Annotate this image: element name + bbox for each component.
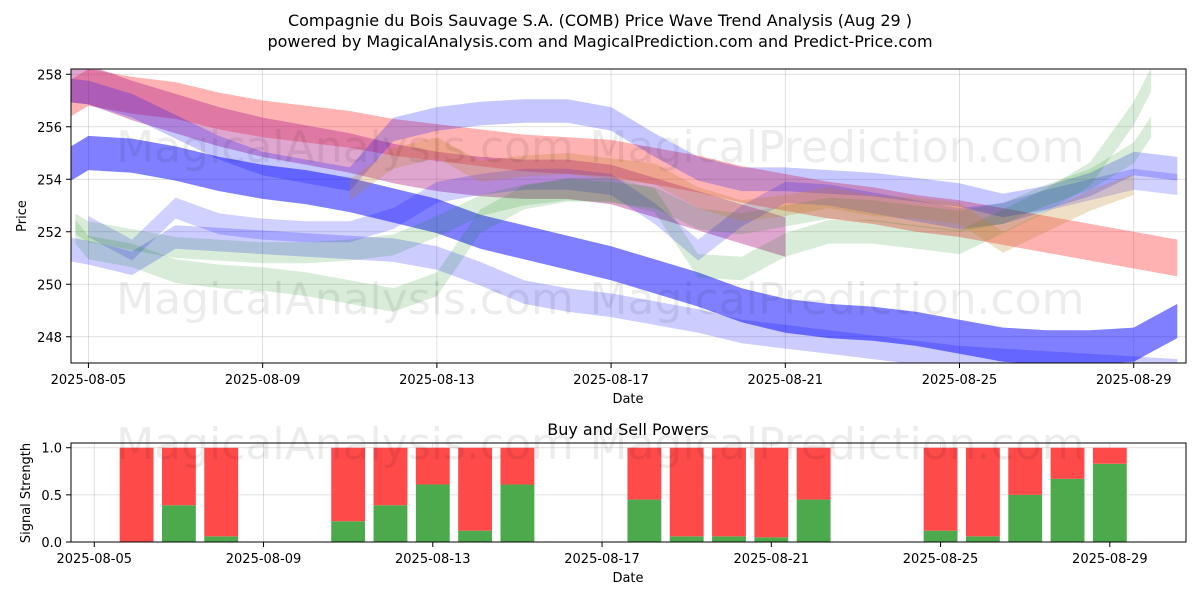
sell-bar — [1092, 447, 1127, 464]
buy-bar — [161, 505, 196, 542]
y-tick-label: 258 — [37, 68, 62, 83]
price-band-blue-wave-low — [71, 225, 1178, 363]
price-band-red-trend-main — [71, 69, 1178, 277]
sell-bar — [161, 447, 196, 506]
watermark-text: MagicalPrediction.com — [590, 274, 1085, 325]
sell-bar — [204, 447, 239, 537]
x-tick-label: 2025-08-09 — [225, 373, 301, 388]
buy-bar — [1050, 478, 1085, 542]
signal-title: Buy and Sell Powers — [547, 420, 709, 439]
price-panel: MagicalAnalysis.com MagicalPrediction.co… — [15, 68, 1187, 407]
sell-bar — [796, 447, 831, 500]
sell-bar — [627, 447, 662, 500]
buy-bar — [373, 505, 408, 542]
price-axes-frame — [70, 68, 1187, 364]
price-band-blue-wave-mid — [88, 168, 1178, 261]
x-tick-label: 2025-08-09 — [226, 552, 302, 567]
x-tick-label: 2025-08-25 — [903, 552, 979, 567]
signal-y-ticks: 0.0 0.5 1.0 — [41, 442, 71, 551]
x-tick-label: 2025-08-17 — [573, 373, 649, 388]
sell-bar — [500, 447, 535, 485]
price-y-ticks: 248 250 252 254 256 258 — [37, 68, 71, 346]
sell-bar — [669, 447, 704, 537]
price-band-green-wave-b — [75, 116, 1152, 264]
y-tick-label: 248 — [37, 331, 62, 346]
x-tick-label: 2025-08-29 — [1072, 552, 1148, 567]
buy-bar — [415, 484, 450, 542]
watermark-text: MagicalPrediction.com — [590, 419, 1085, 470]
buy-bar — [500, 484, 535, 542]
watermark-text: MagicalAnalysis.com — [116, 274, 574, 325]
price-band-blue-wave-upper — [71, 78, 1178, 218]
sell-bar — [415, 447, 450, 485]
chart-subtitle: powered by MagicalAnalysis.com and Magic… — [267, 32, 932, 51]
price-x-ticks: 2025-08-05 2025-08-09 2025-08-13 2025-08-17… — [51, 363, 1172, 388]
y-tick-label: 250 — [37, 278, 62, 293]
price-band-magenta-trend — [71, 69, 786, 257]
signal-panel: Buy and Sell Powers MagicalAnalysis.com … — [19, 419, 1187, 586]
buy-bar — [796, 499, 831, 542]
signal-y-axis-label: Signal Strength — [19, 443, 34, 543]
buy-bar — [204, 536, 239, 542]
signal-watermarks: MagicalAnalysis.com MagicalPrediction.co… — [116, 419, 1084, 470]
buy-bar — [458, 530, 493, 542]
watermark-text: MagicalAnalysis.com — [116, 419, 574, 470]
signal-x-ticks: 2025-08-05 2025-08-09 2025-08-13 2025-08-17… — [56, 542, 1148, 567]
price-y-axis-label: Price — [15, 200, 30, 232]
buy-bar — [1092, 463, 1127, 542]
sell-bar — [965, 447, 1000, 537]
buy-bar — [627, 499, 662, 542]
x-tick-label: 2025-08-21 — [734, 552, 810, 567]
signal-x-axis-label: Date — [612, 571, 643, 586]
x-tick-label: 2025-08-13 — [399, 373, 475, 388]
price-series-group — [71, 69, 1178, 363]
y-tick-label: 256 — [37, 121, 62, 136]
sell-bar — [373, 447, 408, 506]
sell-bar — [712, 447, 746, 537]
buy-bar — [965, 536, 1000, 542]
y-tick-label: 252 — [37, 226, 62, 241]
y-tick-label: 0.0 — [41, 536, 62, 551]
sell-bar — [923, 447, 958, 531]
buy-bar — [923, 530, 958, 542]
buy-bar — [331, 521, 366, 542]
buy-bar — [754, 537, 789, 542]
signal-axes-frame — [70, 442, 1187, 543]
x-tick-label: 2025-08-13 — [395, 552, 471, 567]
y-tick-label: 254 — [37, 173, 62, 188]
watermark-text: MagicalAnalysis.com — [116, 122, 574, 173]
x-tick-label: 2025-08-29 — [1096, 373, 1172, 388]
price-x-axis-label: Date — [612, 392, 643, 407]
sell-bar — [458, 447, 493, 531]
x-tick-label: 2025-08-21 — [748, 373, 824, 388]
chart-title: Compagnie du Bois Sauvage S.A. (COMB) Pr… — [288, 11, 912, 30]
signal-bars — [119, 447, 1127, 542]
buy-bar — [1008, 494, 1043, 542]
y-tick-label: 0.5 — [41, 489, 62, 504]
buy-bar — [712, 536, 746, 542]
x-tick-label: 2025-08-05 — [51, 373, 127, 388]
price-watermarks: MagicalAnalysis.com MagicalPrediction.co… — [116, 122, 1084, 325]
price-band-orange-wave — [349, 137, 1134, 253]
sell-bar — [331, 447, 366, 522]
x-tick-label: 2025-08-17 — [564, 552, 640, 567]
sell-bar — [1050, 447, 1085, 479]
sell-bar — [1008, 447, 1043, 495]
price-band-green-wave-a — [75, 69, 1152, 312]
sell-bar — [119, 447, 154, 542]
sell-bar — [754, 447, 789, 538]
buy-bar — [669, 536, 704, 542]
price-band-blue-trend-main — [71, 135, 1178, 363]
x-tick-label: 2025-08-05 — [56, 552, 132, 567]
y-tick-label: 1.0 — [41, 442, 62, 457]
watermark-text: MagicalPrediction.com — [590, 122, 1085, 173]
x-tick-label: 2025-08-25 — [922, 373, 998, 388]
